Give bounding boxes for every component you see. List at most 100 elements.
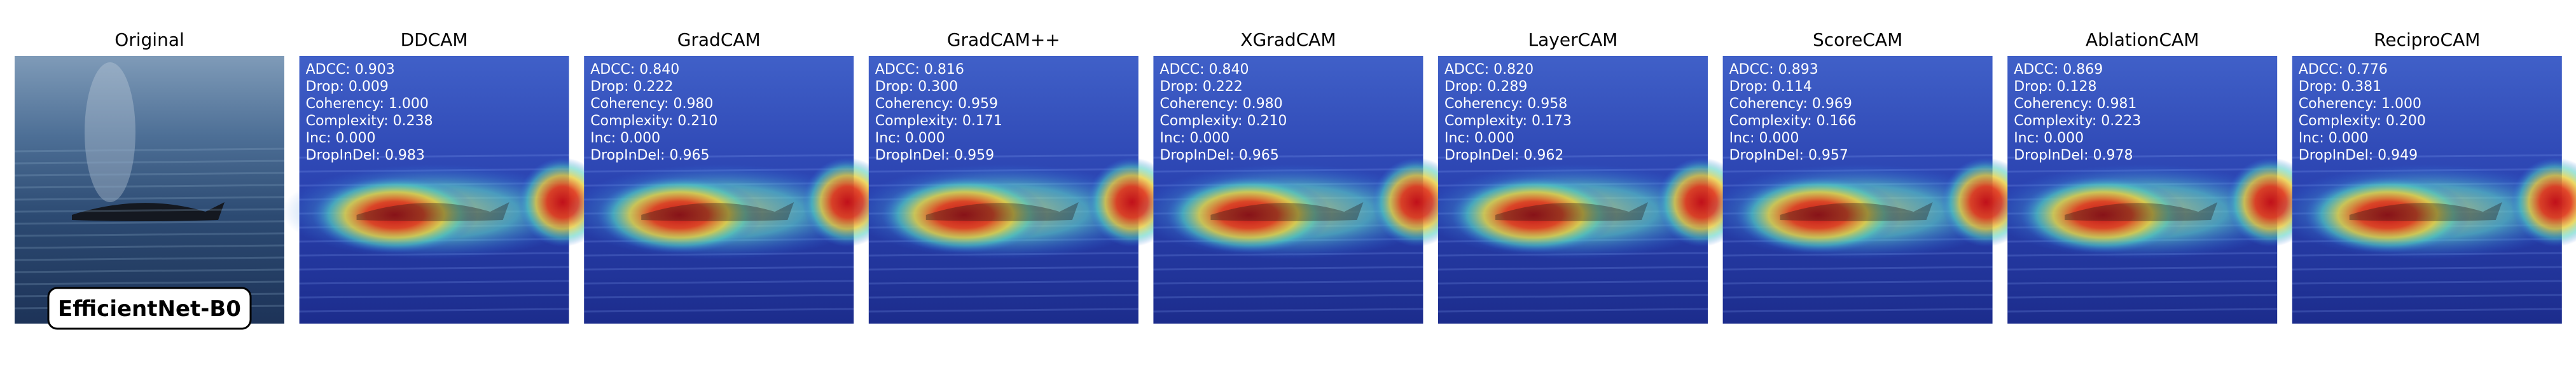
metric-line: DropInDel: 0.983: [306, 147, 425, 163]
wave: [14, 147, 285, 153]
panel-title: ScoreCAM: [1813, 29, 1902, 50]
wave: [299, 308, 569, 313]
wave: [2292, 154, 2562, 159]
metric-line: Inc: 0.000: [306, 130, 376, 146]
wave: [14, 268, 285, 273]
metric-line: Complexity: 0.223: [2014, 113, 2141, 129]
wave: [14, 256, 285, 261]
panel-title: XGradCAM: [1240, 29, 1336, 50]
metric-line: DropInDel: 0.965: [1160, 147, 1278, 163]
wave: [868, 280, 1139, 285]
whale: [1780, 202, 1933, 221]
wave: [1153, 294, 1423, 299]
metric-line: Drop: 0.222: [1160, 79, 1242, 95]
metric-line: ADCC: 0.869: [2014, 62, 2103, 78]
wave: [1153, 266, 1423, 271]
wave: [2007, 154, 2278, 159]
whale: [2349, 202, 2502, 221]
wave: [14, 196, 285, 201]
heat-center: [881, 177, 1047, 253]
metric-line: Complexity: 0.200: [2299, 113, 2426, 129]
metric-line: ADCC: 0.903: [306, 62, 395, 78]
wave: [1722, 154, 1993, 159]
wave: [299, 266, 569, 271]
wave: [299, 294, 569, 299]
panel-image: [566, 56, 892, 324]
metric-line: ADCC: 0.776: [2299, 62, 2388, 78]
wave: [14, 208, 285, 213]
metric-line: Drop: 0.009: [306, 79, 389, 95]
heat-center: [2020, 177, 2186, 253]
wave: [299, 154, 569, 159]
wave: [2007, 308, 2278, 313]
metric-line: Coherency: 0.981: [2014, 96, 2136, 112]
whale-spout: [85, 62, 135, 202]
whale: [641, 202, 794, 221]
metric-line: Inc: 0.000: [2014, 130, 2084, 146]
wave: [2007, 294, 2278, 299]
metric-line: Coherency: 0.958: [1444, 96, 1567, 112]
metric-line: Inc: 0.000: [2299, 130, 2369, 146]
wave: [584, 154, 854, 159]
wave: [1437, 280, 1708, 285]
wave: [14, 280, 285, 285]
whale: [72, 202, 225, 221]
heat-center: [312, 177, 478, 253]
wave: [1722, 308, 1993, 313]
wave: [1722, 280, 1993, 285]
metric-line: Drop: 0.289: [1444, 79, 1527, 95]
wave: [1153, 154, 1423, 159]
panel-title: LayerCAM: [1528, 29, 1618, 50]
sea-photo: [15, 56, 284, 324]
wave: [868, 294, 1139, 299]
metric-line: Inc: 0.000: [875, 130, 945, 146]
metric-line: Drop: 0.114: [1729, 79, 1812, 95]
wave: [1722, 294, 1993, 299]
metric-line: ADCC: 0.840: [1160, 62, 1249, 78]
panel-title: GradCAM: [677, 29, 761, 50]
whale: [925, 202, 1079, 221]
heat-center: [1735, 177, 1901, 253]
metric-line: ADCC: 0.816: [875, 62, 964, 78]
metric-line: Coherency: 0.980: [590, 96, 713, 112]
metric-line: Drop: 0.222: [590, 79, 673, 95]
metric-line: Drop: 0.381: [2299, 79, 2381, 95]
metric-line: ADCC: 0.893: [1729, 62, 1818, 78]
metric-line: Complexity: 0.210: [590, 113, 717, 129]
metric-line: Complexity: 0.238: [306, 113, 433, 129]
wave: [1437, 266, 1708, 271]
wave: [868, 308, 1139, 313]
metric-line: Complexity: 0.171: [875, 113, 1002, 129]
panel-image: [281, 56, 607, 324]
wave: [14, 244, 285, 249]
wave: [2292, 280, 2562, 285]
panel-image: [850, 56, 1177, 324]
wave: [1437, 294, 1708, 299]
wave: [584, 280, 854, 285]
metric-line: DropInDel: 0.959: [875, 147, 994, 163]
heat-center: [1166, 177, 1332, 253]
heat-center: [2304, 177, 2470, 253]
metric-line: Drop: 0.128: [2014, 79, 2096, 95]
wave: [584, 308, 854, 313]
wave: [299, 280, 569, 285]
heat-center: [1451, 177, 1616, 253]
panel-image: [2274, 56, 2576, 324]
metric-line: Inc: 0.000: [1160, 130, 1229, 146]
wave: [14, 184, 285, 189]
metric-line: Coherency: 1.000: [2299, 96, 2421, 112]
metric-line: DropInDel: 0.949: [2299, 147, 2418, 163]
metric-line: Coherency: 0.969: [1729, 96, 1852, 112]
metric-line: Complexity: 0.210: [1160, 113, 1287, 129]
whale: [356, 202, 509, 221]
panel-image: [14, 56, 285, 324]
wave: [868, 266, 1139, 271]
panel-title: ReciproCAM: [2374, 29, 2480, 50]
metric-line: Inc: 0.000: [590, 130, 660, 146]
wave: [14, 232, 285, 237]
wave: [1437, 154, 1708, 159]
wave: [1153, 308, 1423, 313]
wave: [868, 154, 1139, 159]
metric-line: ADCC: 0.840: [590, 62, 679, 78]
